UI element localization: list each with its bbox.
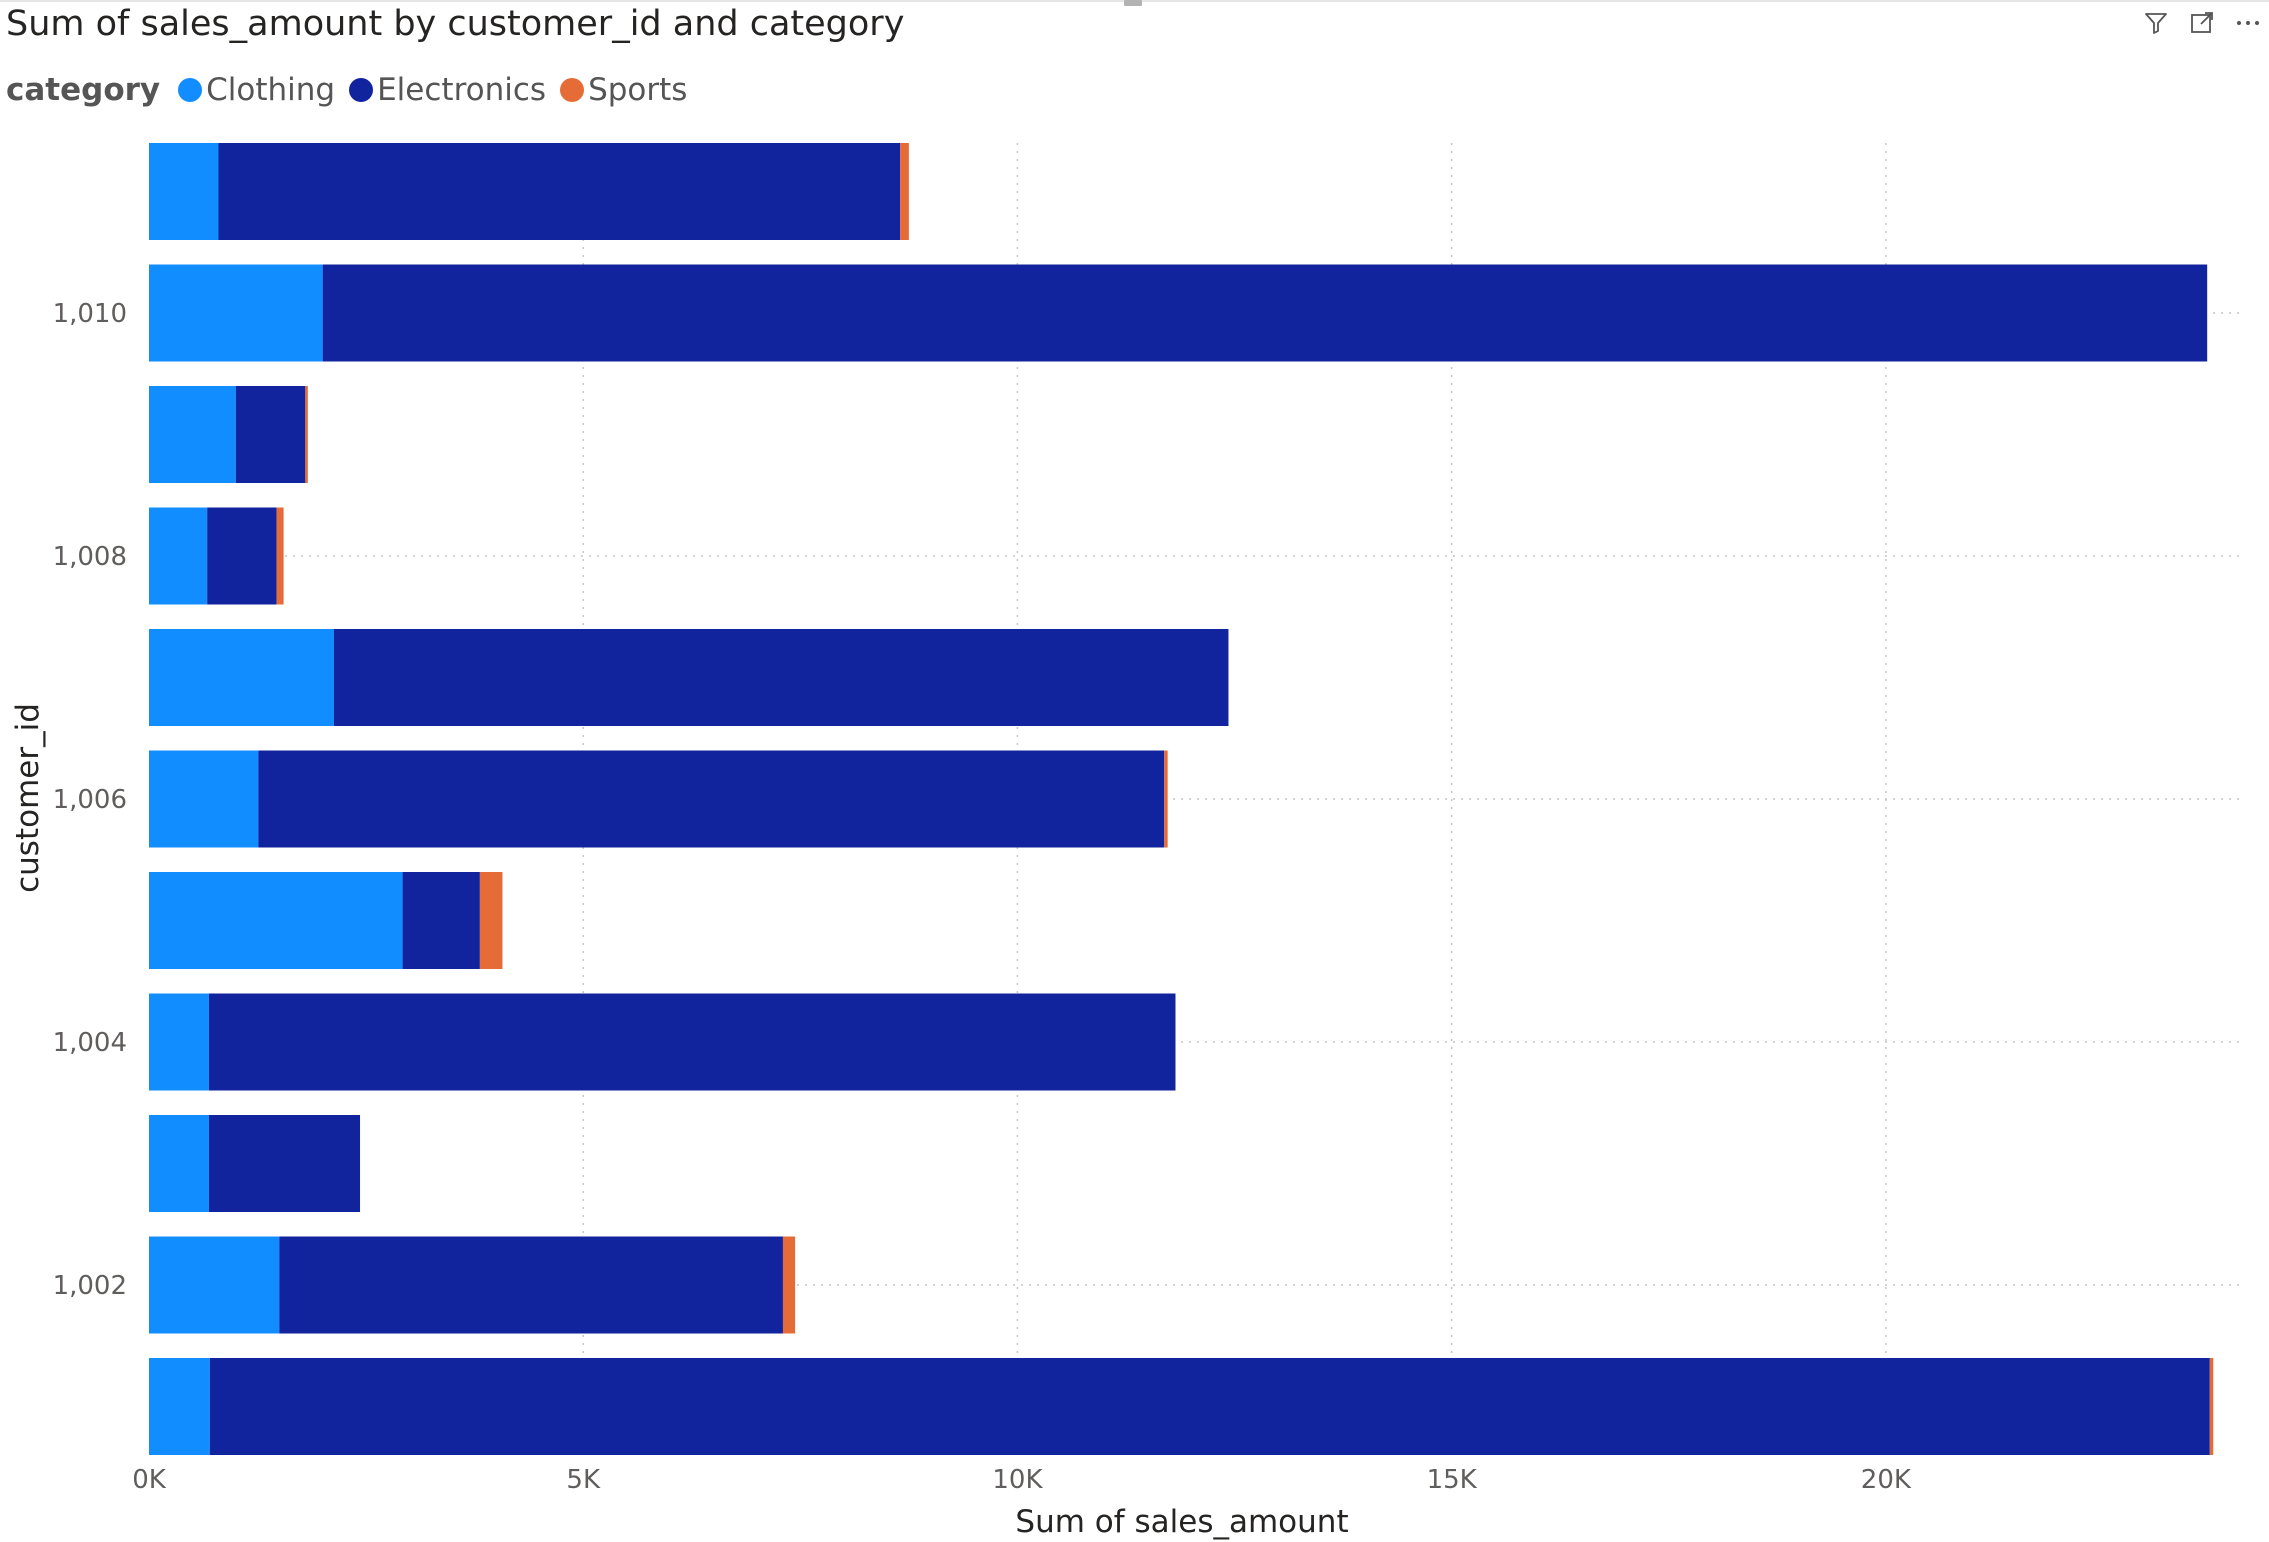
bar-segment-clothing[interactable] bbox=[149, 750, 259, 848]
bar-segment-electronics[interactable] bbox=[207, 507, 277, 605]
bar-segment-sports[interactable] bbox=[276, 507, 284, 605]
x-axis-ticks: 0K 5K 10K 15K 20K bbox=[132, 1465, 1912, 1495]
legend-item-electronics[interactable]: Electronics bbox=[349, 72, 546, 108]
bars bbox=[149, 143, 2214, 1455]
bar-segment-electronics[interactable] bbox=[279, 1236, 783, 1334]
x-axis-title: Sum of sales_amount bbox=[1015, 1504, 1348, 1540]
y-axis-ticks: 1,010 1,008 1,006 1,004 1,002 bbox=[53, 299, 127, 1301]
bar-segment-clothing[interactable] bbox=[149, 1358, 210, 1455]
bar-segment-sports[interactable] bbox=[305, 386, 308, 483]
bar-segment-clothing[interactable] bbox=[149, 1236, 280, 1334]
more-options-icon[interactable] bbox=[2233, 8, 2263, 38]
bar-segment-electronics[interactable] bbox=[208, 1115, 361, 1212]
chart-title: Sum of sales_amount by customer_id and c… bbox=[6, 4, 905, 44]
legend-item-sports[interactable]: Sports bbox=[560, 72, 687, 108]
bar-segment-electronics[interactable] bbox=[235, 386, 306, 483]
bar-segment-electronics[interactable] bbox=[209, 1358, 2210, 1455]
legend-label-electronics: Electronics bbox=[377, 72, 547, 108]
y-tick-label: 1,008 bbox=[53, 542, 127, 572]
visual-header-toolbar bbox=[2141, 8, 2263, 38]
bar-segment-electronics[interactable] bbox=[402, 872, 480, 969]
bar-segment-sports[interactable] bbox=[2209, 1358, 2214, 1455]
legend-dot-sports bbox=[560, 78, 585, 102]
bar-segment-electronics[interactable] bbox=[333, 629, 1229, 726]
legend: category Clothing Electronics Sports bbox=[6, 72, 701, 108]
x-tick-label: 0K bbox=[132, 1465, 167, 1495]
bar-segment-clothing[interactable] bbox=[149, 872, 403, 969]
bar-segment-clothing[interactable] bbox=[149, 629, 334, 726]
bar-segment-clothing[interactable] bbox=[149, 993, 209, 1091]
bar-segment-sports[interactable] bbox=[1164, 750, 1168, 848]
bar-segment-clothing[interactable] bbox=[149, 507, 208, 605]
bar-segment-electronics[interactable] bbox=[258, 750, 1165, 848]
x-tick-label: 10K bbox=[992, 1465, 1043, 1495]
bar-segment-clothing[interactable] bbox=[149, 386, 236, 483]
y-tick-label: 1,002 bbox=[53, 1271, 127, 1301]
legend-dot-electronics bbox=[349, 78, 374, 102]
legend-title: category bbox=[6, 72, 161, 108]
bar-segment-electronics[interactable] bbox=[218, 143, 901, 240]
x-tick-label: 5K bbox=[566, 1465, 601, 1495]
y-tick-label: 1,006 bbox=[53, 785, 127, 815]
bar-segment-sports[interactable] bbox=[479, 872, 503, 969]
y-tick-label: 1,010 bbox=[53, 299, 127, 329]
bar-segment-electronics[interactable] bbox=[208, 993, 1176, 1091]
y-axis-title: customer_id bbox=[10, 703, 46, 893]
legend-item-clothing[interactable]: Clothing bbox=[178, 72, 335, 108]
x-tick-label: 15K bbox=[1427, 1465, 1478, 1495]
y-tick-label: 1,004 bbox=[53, 1028, 127, 1058]
legend-label-sports: Sports bbox=[588, 72, 688, 108]
bar-segment-clothing[interactable] bbox=[149, 143, 219, 240]
legend-dot-clothing bbox=[178, 78, 203, 102]
x-tick-label: 20K bbox=[1861, 1465, 1912, 1495]
bar-segment-electronics[interactable] bbox=[322, 264, 2208, 362]
focus-mode-icon[interactable] bbox=[2187, 8, 2217, 38]
bar-segment-clothing[interactable] bbox=[149, 264, 323, 362]
visual-resize-grip[interactable] bbox=[1124, 0, 1142, 6]
bar-segment-sports[interactable] bbox=[900, 143, 909, 240]
bar-segment-sports[interactable] bbox=[782, 1236, 796, 1334]
filter-icon[interactable] bbox=[2141, 8, 2171, 38]
legend-label-clothing: Clothing bbox=[206, 72, 336, 108]
bar-segment-clothing[interactable] bbox=[149, 1115, 209, 1212]
